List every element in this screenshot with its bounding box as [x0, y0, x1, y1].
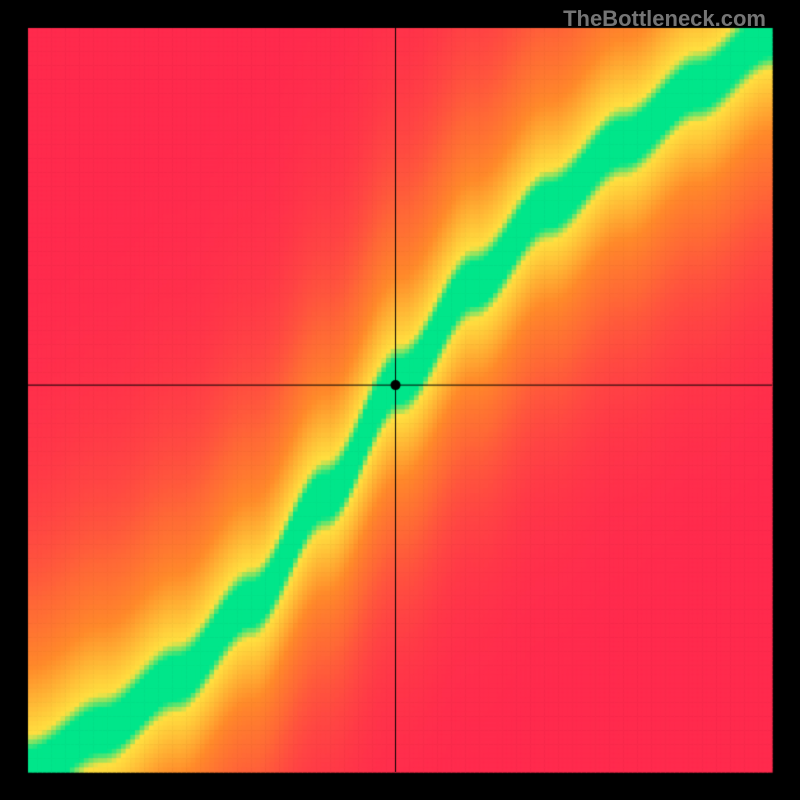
- watermark-text: TheBottleneck.com: [563, 6, 766, 32]
- heatmap-canvas: [0, 0, 800, 800]
- chart-container: TheBottleneck.com: [0, 0, 800, 800]
